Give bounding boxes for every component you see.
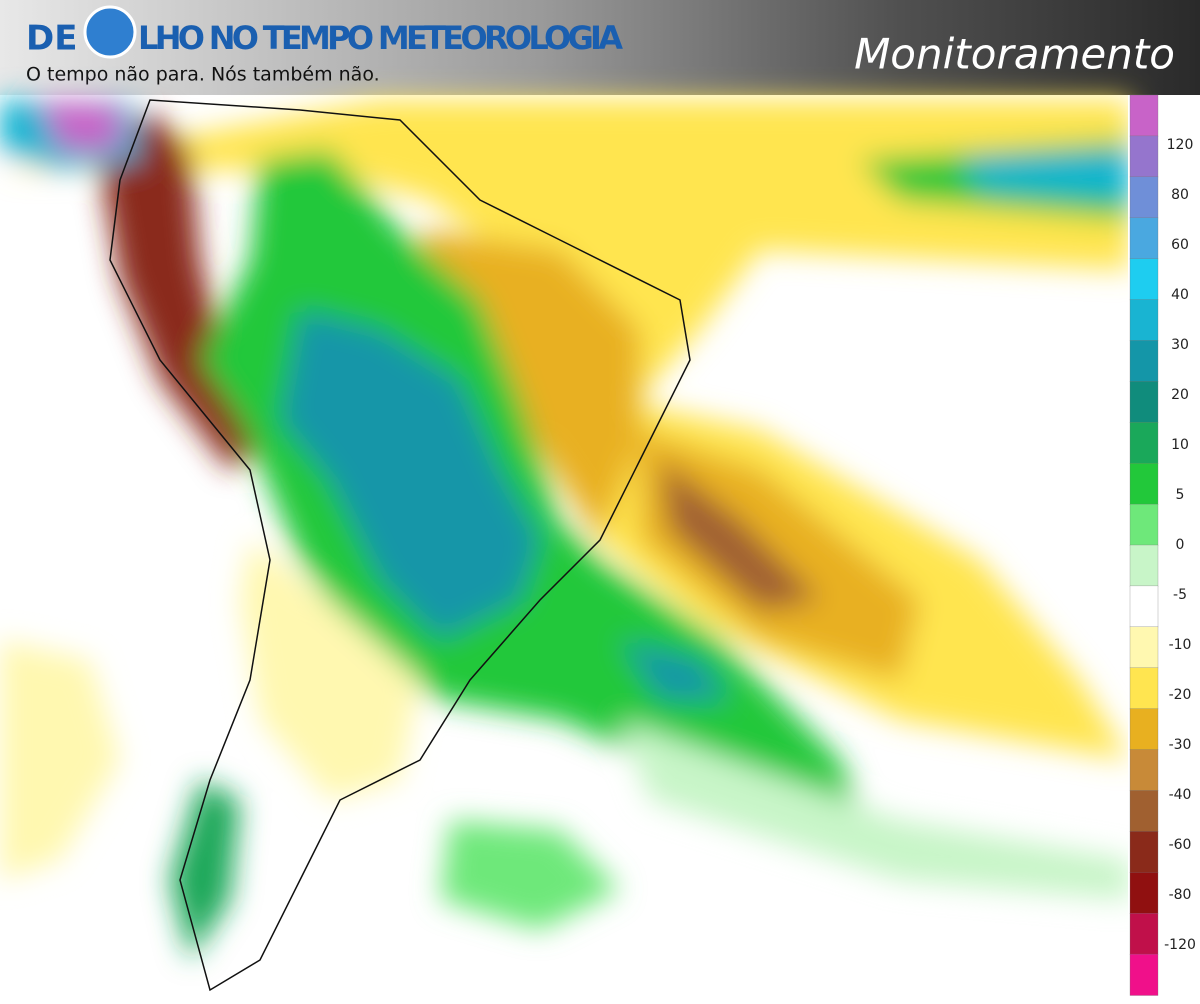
legend-swatch — [1129, 872, 1159, 914]
header-bg — [0, 0, 1200, 95]
legend-swatch — [1129, 708, 1159, 751]
legend-swatch — [1129, 340, 1159, 383]
legend-label: 40 — [1171, 287, 1189, 303]
legend-swatch — [1129, 217, 1159, 260]
legend-swatch — [1129, 94, 1159, 137]
legend-swatch — [1129, 953, 1159, 996]
legend-swatch — [1129, 381, 1159, 423]
legend-swatch — [1129, 422, 1159, 464]
legend-swatch — [1129, 258, 1159, 301]
legend-swatch — [1129, 626, 1159, 669]
brand-left: DE — [26, 19, 77, 59]
legend-swatch — [1129, 585, 1159, 628]
legend-swatch — [1129, 176, 1159, 219]
legend-label: -20 — [1169, 687, 1192, 703]
legend-label: 120 — [1167, 137, 1194, 153]
legend-label: -10 — [1169, 637, 1192, 653]
legend-label: -40 — [1169, 787, 1192, 803]
legend-swatch — [1129, 667, 1159, 710]
legend-swatch — [1129, 544, 1159, 587]
legend-label: 20 — [1171, 387, 1189, 403]
legend-label: -120 — [1164, 937, 1196, 953]
legend-label: -30 — [1169, 737, 1192, 753]
legend-swatch — [1129, 749, 1159, 792]
legend-swatch — [1129, 135, 1159, 178]
legend-label: 80 — [1171, 187, 1189, 203]
legend-label: 30 — [1171, 337, 1189, 353]
legend-label: 0 — [1176, 537, 1185, 553]
legend-label: 10 — [1171, 437, 1189, 453]
legend-label: -60 — [1169, 837, 1192, 853]
legend-swatch — [1129, 503, 1159, 546]
legend-label: 60 — [1171, 237, 1189, 253]
tagline: O tempo não para. Nós também não. — [26, 64, 380, 86]
legend: 120 80 60 40 30 20 10 5 0 -5 -10 -20 -30 -40 -60 -80 -12… — [1129, 94, 1196, 996]
anomaly-field — [0, 100, 1130, 960]
brand-right: LHO NO TEMPO METEOROLOGIA — [138, 19, 623, 57]
legend-swatch — [1129, 463, 1159, 505]
legend-swatch — [1129, 299, 1159, 342]
continent-outline — [109, 99, 691, 992]
map — [0, 95, 1130, 995]
legend-swatch — [1129, 913, 1159, 955]
globe-logo — [83, 5, 137, 59]
legend-swatch — [1129, 790, 1159, 833]
legend-label: -5 — [1173, 587, 1187, 603]
legend-swatch — [1129, 831, 1159, 873]
legend-label: 5 — [1176, 487, 1185, 503]
legend-label: -80 — [1169, 887, 1192, 903]
section-title: Monitoramento — [854, 30, 1175, 79]
